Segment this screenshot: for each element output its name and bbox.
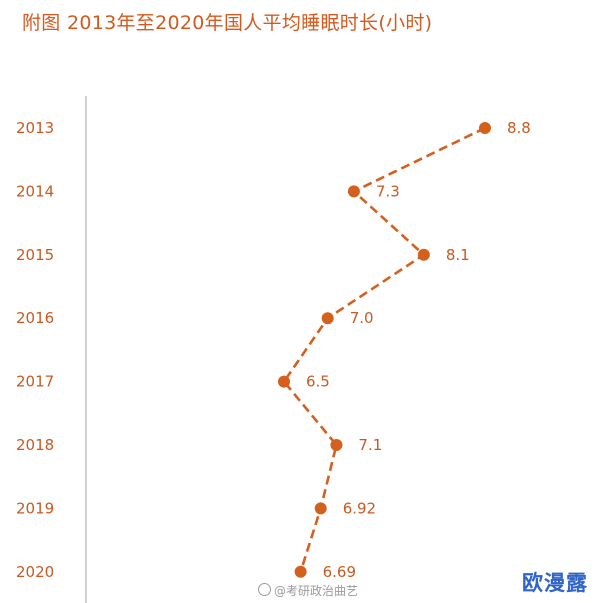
data-point	[330, 439, 343, 451]
data-label: 7.3	[376, 182, 400, 200]
chart-title: 附图 2013年至2020年国人平均睡眠时长(小时)	[22, 12, 433, 34]
y-tick-label: 2014	[16, 182, 54, 200]
data-label: 7.0	[350, 309, 374, 327]
data-point	[294, 565, 307, 578]
site-watermark: 欧漫露	[522, 571, 588, 595]
y-tick-label: 2017	[16, 373, 54, 391]
y-tick-label: 2016	[16, 309, 54, 327]
data-point	[417, 248, 430, 261]
data-label: 7.1	[358, 436, 382, 454]
data-label: 6.5	[306, 373, 330, 391]
weibo-icon	[258, 583, 271, 596]
series-line	[282, 126, 486, 573]
y-tick-label: 2013	[16, 119, 54, 137]
y-tick-label: 2020	[16, 563, 54, 581]
watermark: @考研政治曲艺	[258, 582, 358, 599]
y-tick-label: 2015	[16, 246, 54, 264]
y-tick-label: 2018	[16, 436, 54, 454]
data-point	[347, 185, 360, 198]
data-label: 6.69	[323, 563, 356, 581]
data-point	[278, 375, 290, 388]
data-point	[314, 502, 327, 515]
data-label: 6.92	[343, 499, 376, 517]
data-point	[321, 312, 334, 325]
data-label: 8.8	[507, 119, 531, 137]
y-tick-label: 2019	[16, 499, 54, 517]
data-label: 8.1	[446, 246, 470, 264]
watermark-text: @考研政治曲艺	[274, 584, 359, 598]
data-point	[479, 122, 491, 134]
